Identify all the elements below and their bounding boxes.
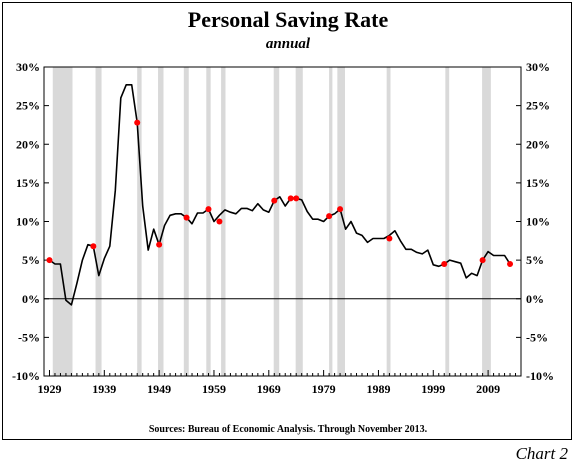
data-marker [216,218,223,225]
recession-band [482,67,491,376]
recession-band [158,67,164,376]
recession-bands [52,67,491,376]
recession-band [295,67,303,376]
plot-area [43,66,522,377]
recession-band [329,67,333,376]
y-tick-label-left: 25% [16,99,40,113]
data-marker [46,257,53,264]
y-tick-label-right: 15% [526,176,550,190]
data-marker [205,206,212,213]
y-tick-label-right: 10% [526,215,550,229]
chart-number-label: Chart 2 [515,444,568,463]
chart-title: Personal Saving Rate [187,7,389,32]
x-tick-label: 1999 [421,382,445,396]
saving-rate-line [49,84,511,306]
y-tick-label-right: 0% [526,292,544,306]
data-marker [337,206,344,213]
y-tick-label-left: 30% [16,60,40,74]
data-marker [507,260,514,267]
data-marker [386,235,393,242]
y-tick-label-right: 20% [526,137,550,151]
recession-band [273,67,280,376]
y-tick-label-left: 15% [16,176,40,190]
recession-band [183,67,189,376]
axis-ticks: -10% -10% -5% -5% 0% 0% 5% 5% 10% 10% 15% 15% 20% 20%… [12,60,554,396]
y-tick-label-left: 5% [22,253,40,267]
recession-band [221,67,226,376]
y-tick-label-right: 5% [526,253,544,267]
recession-band [386,67,391,376]
y-tick-label-right: 25% [526,99,550,113]
x-tick-label: 1989 [366,382,390,396]
y-tick-label-left: -5% [18,330,40,344]
saving-rate-series [49,84,511,306]
data-marker [326,213,333,220]
x-tick-label: 1949 [147,382,171,396]
data-marker [183,214,190,221]
data-marker [90,243,97,250]
y-tick-label-left: -10% [12,369,40,383]
data-marker [134,119,141,126]
y-tick-label-right: -10% [526,369,554,383]
data-marker [479,257,486,264]
recession-band [52,67,73,376]
x-tick-label: 1959 [202,382,226,396]
y-tick-label-left: 0% [22,292,40,306]
recession-band [137,67,142,376]
x-tick-label: 1929 [37,382,61,396]
y-tick-label-left: 10% [16,215,40,229]
data-marker [441,260,448,267]
recession-band [206,67,211,376]
data-marker [156,241,163,248]
data-marker [293,195,300,202]
recession-band [445,67,450,376]
y-tick-label-right: -5% [526,330,548,344]
y-tick-label-left: 20% [16,137,40,151]
data-marker [271,197,278,204]
data-marker [287,195,294,202]
y-tick-label-right: 30% [526,60,550,74]
recession-band [337,67,346,376]
x-tick-label: 2009 [476,382,500,396]
x-tick-label: 1969 [257,382,281,396]
x-tick-label: 1979 [312,382,336,396]
recession-band [95,67,102,376]
marker-points [46,119,514,267]
x-tick-label: 1939 [92,382,116,396]
source-note: Sources: Bureau of Economic Analysis. Th… [148,424,428,435]
chart-subtitle: annual [265,36,311,52]
